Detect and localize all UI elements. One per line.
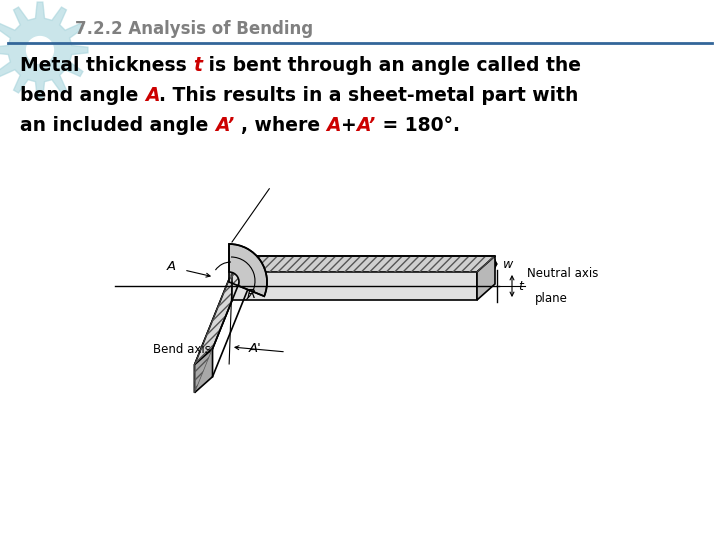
Text: Bend axis: Bend axis [153,343,211,356]
Polygon shape [194,349,212,393]
Wedge shape [229,244,267,296]
Text: t: t [193,56,202,75]
Polygon shape [0,2,88,98]
Text: A: A [145,86,159,105]
Text: , where: , where [240,116,326,135]
Text: . This results in a sheet-metal part with: . This results in a sheet-metal part wit… [159,86,579,105]
Text: A’: A’ [356,116,376,135]
Circle shape [27,37,53,63]
Text: = 180°.: = 180°. [376,116,460,135]
Polygon shape [194,272,232,393]
Text: A: A [326,116,341,135]
Polygon shape [194,256,250,364]
Text: plane: plane [535,292,568,305]
Text: t: t [518,280,523,293]
Polygon shape [232,256,495,272]
Text: +: + [341,116,356,135]
Text: is bent through an angle called the: is bent through an angle called the [202,56,581,75]
Wedge shape [229,244,267,296]
Text: A': A' [249,342,262,355]
Text: w: w [503,258,513,271]
Polygon shape [477,256,495,300]
Text: Neutral axis: Neutral axis [527,267,598,280]
Text: 7.2.2 Analysis of Bending: 7.2.2 Analysis of Bending [75,20,313,38]
Text: Metal thickness: Metal thickness [20,56,193,75]
Text: A’: A’ [215,116,240,135]
Text: bend angle: bend angle [20,86,145,105]
Polygon shape [232,272,477,300]
Text: R: R [247,287,256,300]
Text: an included angle: an included angle [20,116,215,135]
Text: A: A [167,260,176,273]
